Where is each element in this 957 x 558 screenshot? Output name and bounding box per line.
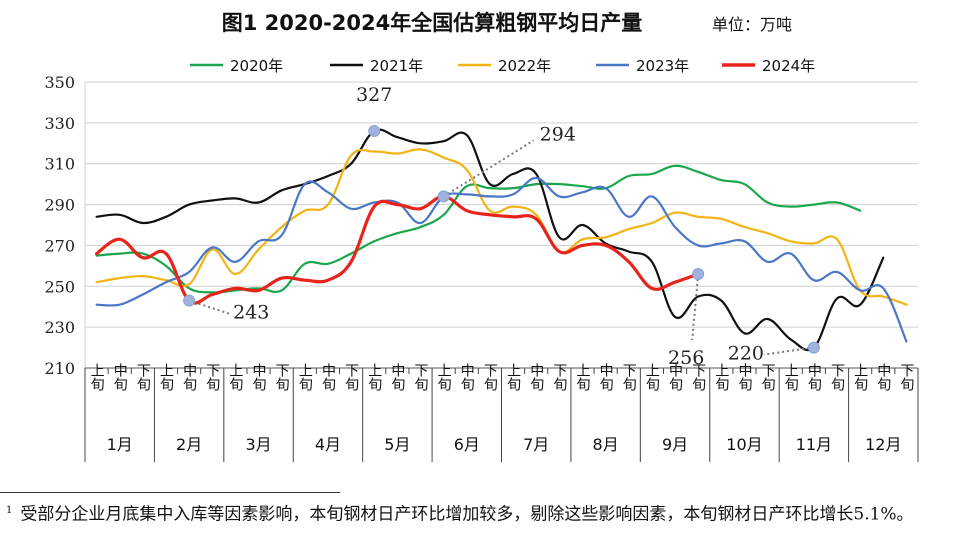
x-tick-label: 上旬 [574, 363, 590, 392]
chart-title: 图1 2020-2024年全国估算粗钢平均日产量 [222, 11, 643, 35]
annotations: 327 294 243 256 220 [183, 84, 820, 369]
month-label: 1月 [107, 435, 133, 454]
legend-label: 2020年 [230, 57, 283, 75]
x-tick-label: 中旬 [320, 363, 336, 392]
chart: 图1 2020-2024年全国估算粗钢平均日产量 单位：万吨 2020年 2021… [44, 11, 919, 462]
month-label: 5月 [384, 435, 410, 454]
series-line-2020年 [95, 164, 862, 294]
x-tick-label: 中旬 [251, 363, 267, 392]
gridlines [84, 81, 918, 369]
month-label: 12月 [865, 435, 901, 454]
x-tick-label: 上旬 [783, 363, 799, 392]
y-tick-label: 290 [44, 196, 75, 215]
annotation-marker [807, 341, 820, 354]
x-tick-label: 上旬 [227, 363, 243, 392]
legend-label: 2021年 [370, 57, 423, 75]
legend: 2020年 2021年 2022年 2023年 2024年 [190, 57, 815, 75]
x-tick-label: 上旬 [644, 363, 660, 392]
x-tick-label: 下旬 [690, 363, 706, 392]
x-tick-label: 上旬 [713, 363, 729, 392]
x-tick-label: 下旬 [551, 363, 567, 392]
annotation-label: 256 [668, 347, 704, 369]
x-tick-label: 中旬 [667, 363, 683, 392]
annotation-label: 220 [728, 343, 764, 365]
x-tick-label: 下旬 [343, 363, 359, 392]
x-tick-label: 下旬 [413, 363, 429, 392]
annotation-label: 243 [233, 302, 269, 324]
x-tick-label: 上旬 [89, 363, 105, 392]
y-tick-label: 350 [44, 73, 75, 92]
month-label: 4月 [315, 435, 341, 454]
x-tick-label: 下旬 [621, 363, 637, 392]
y-tick-label: 330 [44, 114, 75, 133]
x-tick-label: 中旬 [528, 363, 544, 392]
annotation-label: 294 [540, 123, 576, 145]
month-label: 2月 [176, 435, 202, 454]
x-tick-label: 下旬 [135, 363, 151, 392]
annotation-marker [183, 294, 196, 307]
annotation-leader [691, 273, 700, 341]
x-tick-label: 下旬 [204, 363, 220, 392]
x-tick-label: 下旬 [829, 363, 845, 392]
y-tick-label: 270 [44, 236, 75, 255]
series-line-2023年 [95, 176, 908, 343]
month-label: 9月 [662, 435, 688, 454]
plot-area [95, 128, 908, 352]
x-tick-label: 上旬 [436, 363, 452, 392]
footnote-marker: 1 [6, 505, 13, 516]
month-label: 7月 [523, 435, 549, 454]
y-tick-label: 250 [44, 277, 75, 296]
x-tick-label: 中旬 [181, 363, 197, 392]
y-tick-label: 210 [44, 359, 75, 378]
month-label: 11月 [796, 435, 832, 454]
x-tick-label: 上旬 [505, 363, 521, 392]
footnote-text: 受部分企业月底集中入库等因素影响，本旬钢材日产环比增加较多，剔除这些影响因素，本… [20, 504, 914, 525]
month-label: 8月 [593, 435, 619, 454]
x-tick-label: 中旬 [112, 363, 128, 392]
series-line-2021年 [95, 128, 885, 352]
month-label: 3月 [245, 435, 271, 454]
legend-label: 2022年 [498, 57, 551, 75]
x-tick-label: 中旬 [598, 363, 614, 392]
x-tick-label: 下旬 [274, 363, 290, 392]
series-line-2022年 [95, 148, 908, 306]
legend-label: 2023年 [636, 57, 689, 75]
x-tick-label: 中旬 [389, 363, 405, 392]
annotation-marker [437, 190, 450, 203]
x-tick-label: 下旬 [760, 363, 776, 392]
x-tick-label: 上旬 [297, 363, 313, 392]
x-tick-label: 中旬 [736, 363, 752, 392]
annotation-leader [763, 346, 815, 356]
x-tick-label: 上旬 [852, 363, 868, 392]
unit-label: 单位：万吨 [712, 15, 792, 34]
annotation-label: 327 [356, 84, 392, 106]
footnote-text-block: 1 受部分企业月底集中入库等因素影响，本旬钢材日产环比增加较多，剔除这些影响因素，… [6, 498, 951, 528]
x-tick-label: 中旬 [875, 363, 891, 392]
annotation-leader [188, 299, 230, 315]
x-tick-label: 下旬 [482, 363, 498, 392]
x-tick-label: 上旬 [158, 363, 174, 392]
legend-label: 2024年 [762, 57, 815, 75]
x-tick-label: 中旬 [806, 363, 822, 392]
annotation-marker [368, 125, 381, 138]
x-tick-label: 中旬 [459, 363, 475, 392]
y-tick-label: 310 [44, 155, 75, 174]
month-label: 6月 [454, 435, 480, 454]
series-line-2024年 [95, 194, 700, 305]
annotation-marker [692, 268, 705, 281]
x-tick-label: 下旬 [898, 363, 914, 392]
y-tick-label: 230 [44, 318, 75, 337]
x-tick-label: 上旬 [366, 363, 382, 392]
chart-title-group: 图1 2020-2024年全国估算粗钢平均日产量 单位：万吨 [222, 11, 792, 35]
y-axis: 210 230 250 270 290 310 330 350 [44, 73, 75, 378]
month-label: 10月 [726, 435, 762, 454]
footnote-rule [0, 492, 340, 493]
